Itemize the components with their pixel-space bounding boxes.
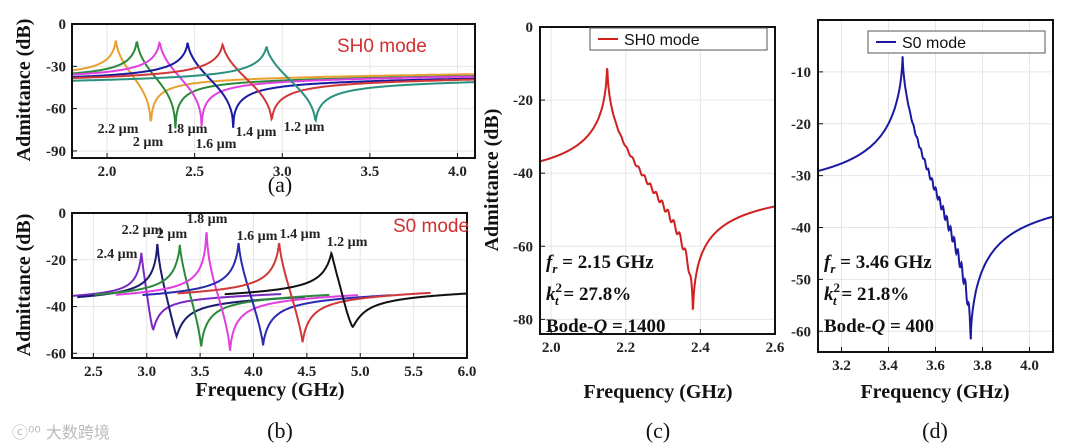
- plot-frame: [71, 23, 476, 159]
- series-label: 1.4 µm: [236, 125, 277, 140]
- series-label: 1.6 µm: [237, 229, 278, 244]
- resonance-frequency-annotation: fr = 3.46 GHz: [824, 252, 932, 276]
- x-tick-label: 6.0: [458, 364, 477, 380]
- series-label: 1.2 µm: [327, 235, 368, 250]
- x-tick-label: 2.2: [616, 340, 635, 356]
- series-line-1.4m: [177, 243, 431, 343]
- x-tick-label: 4.0: [244, 364, 263, 380]
- panel-label: (a): [268, 172, 292, 197]
- y-tick-label: 0: [59, 206, 67, 222]
- legend-box: [867, 30, 1046, 54]
- series-label: 2 µm: [133, 135, 164, 150]
- series-line-1.2m: [72, 45, 475, 124]
- y-tick-label: -20: [791, 117, 811, 133]
- y-tick-label: -10: [791, 65, 811, 81]
- y-tick-label: 0: [526, 20, 534, 36]
- series-line-SH0mode: [540, 68, 775, 311]
- x-tick-label: 3.4: [879, 358, 898, 374]
- legend-label: S0 mode: [902, 35, 966, 52]
- series-label: 2.4 µm: [97, 247, 138, 262]
- x-tick-label: 2.5: [84, 364, 103, 380]
- mode-label: S0 mode: [393, 216, 469, 237]
- series-line-S0mode: [818, 56, 1053, 340]
- y-tick-label: -40: [46, 300, 66, 316]
- x-tick-label: 2.4: [691, 340, 710, 356]
- legend-box: [589, 27, 768, 51]
- x-tick-label: 4.0: [1020, 358, 1039, 374]
- panel-label: (b): [267, 418, 293, 443]
- watermark: ⓒ⁰⁰ 大数跨境: [12, 423, 110, 442]
- legend-label: SH0 mode: [624, 32, 700, 49]
- panel-b: 2.5 3.0 3.5 4.0 4.5 5.0 5.5 6.0 0 -20 -40 -60 Freque…: [13, 206, 476, 443]
- series-line-1.6m: [72, 42, 475, 128]
- series-line-2.2m: [72, 40, 475, 122]
- y-tick-label: -40: [791, 221, 811, 237]
- x-tick-label: 3.6: [926, 358, 945, 374]
- y-tick-label: -60: [46, 346, 66, 362]
- y-axis-label: Admittance (dB): [481, 109, 503, 252]
- resonance-frequency-annotation: fr = 2.15 GHz: [546, 252, 654, 276]
- x-tick-label: 5.0: [351, 364, 370, 380]
- coupling-coefficient-annotation: k2 t = 21.8%: [824, 280, 909, 308]
- y-axis-label: Admittance (dB): [13, 214, 35, 357]
- series-label: 2.2 µm: [98, 122, 139, 137]
- x-tick-label: 3.5: [360, 164, 379, 180]
- y-axis-label: Admittance (dB): [13, 19, 35, 162]
- y-tick-label: -20: [513, 93, 533, 109]
- y-tick-label: -30: [46, 59, 66, 75]
- x-tick-label: 3.0: [137, 364, 156, 380]
- y-tick-label: -30: [791, 169, 811, 185]
- series-line-1.8m: [72, 41, 475, 127]
- series-line-1.8m: [115, 232, 359, 351]
- y-tick-label: -40: [513, 166, 533, 182]
- series-line-2m: [94, 244, 330, 347]
- bode-q-annotation: Bode-Q = 400: [824, 316, 934, 337]
- y-tick-label: -80: [513, 312, 533, 328]
- series-line-2.4m: [72, 252, 282, 331]
- series-label: 2.2 µm: [122, 223, 163, 238]
- x-tick-label: 2.0: [98, 164, 117, 180]
- x-tick-label: 4.0: [448, 164, 467, 180]
- y-tick-label: -60: [46, 102, 66, 118]
- panel-label: (d): [922, 418, 948, 443]
- x-tick-label: 2.0: [542, 340, 561, 356]
- series-label: 1.8 µm: [167, 122, 208, 137]
- x-tick-label: 3.2: [832, 358, 851, 374]
- series-label: 1.8 µm: [187, 212, 228, 227]
- x-tick-label: 3.0: [273, 164, 292, 180]
- y-tick-label: -60: [513, 239, 533, 255]
- panel-c: 2.0 2.2 2.4 2.6 0 -20 -40 -60 -80 Frequency (GHz)…: [481, 20, 785, 443]
- x-tick-label: 3.8: [973, 358, 992, 374]
- plot-frame: [539, 26, 776, 335]
- x-tick-label: 4.5: [297, 364, 316, 380]
- series-label: 1.6 µm: [196, 137, 237, 152]
- x-tick-label: 5.5: [404, 364, 423, 380]
- series-line-1.2m: [224, 250, 467, 329]
- mode-label: SH0 mode: [337, 36, 427, 57]
- series-line-1.6m: [142, 242, 392, 346]
- x-tick-label: 2.5: [185, 164, 204, 180]
- y-tick-label: -90: [46, 144, 66, 160]
- panel-label: (c): [646, 418, 670, 443]
- x-axis-label: Frequency (GHz): [860, 381, 1009, 403]
- panel-a: 2.0 2.5 3.0 3.5 4.0 0 -30 -60 -90 Admittance (dB)…: [13, 17, 476, 197]
- coupling-coefficient-annotation: k2 t = 27.8%: [546, 280, 631, 308]
- x-axis-label: Frequency (GHz): [583, 381, 732, 403]
- y-tick-label: 0: [59, 17, 67, 33]
- y-tick-label: -20: [46, 253, 66, 269]
- series-label: 2 µm: [157, 227, 188, 242]
- bode-q-annotation: Bode-Q = 1400: [546, 316, 666, 337]
- x-tick-label: 3.5: [191, 364, 210, 380]
- x-axis-label: Frequency (GHz): [195, 379, 344, 401]
- panel-d: 3.2 3.4 3.6 3.8 4.0 -10 -20 -30 -40 -50 -60 Frequen…: [791, 19, 1054, 443]
- y-tick-label: -50: [791, 272, 811, 288]
- plot-frame: [71, 212, 468, 359]
- series-label: 1.4 µm: [280, 227, 321, 242]
- series-label: 1.2 µm: [284, 120, 325, 135]
- series-line-1.4m: [72, 41, 475, 122]
- y-tick-label: -60: [791, 324, 811, 340]
- x-tick-label: 2.6: [766, 340, 785, 356]
